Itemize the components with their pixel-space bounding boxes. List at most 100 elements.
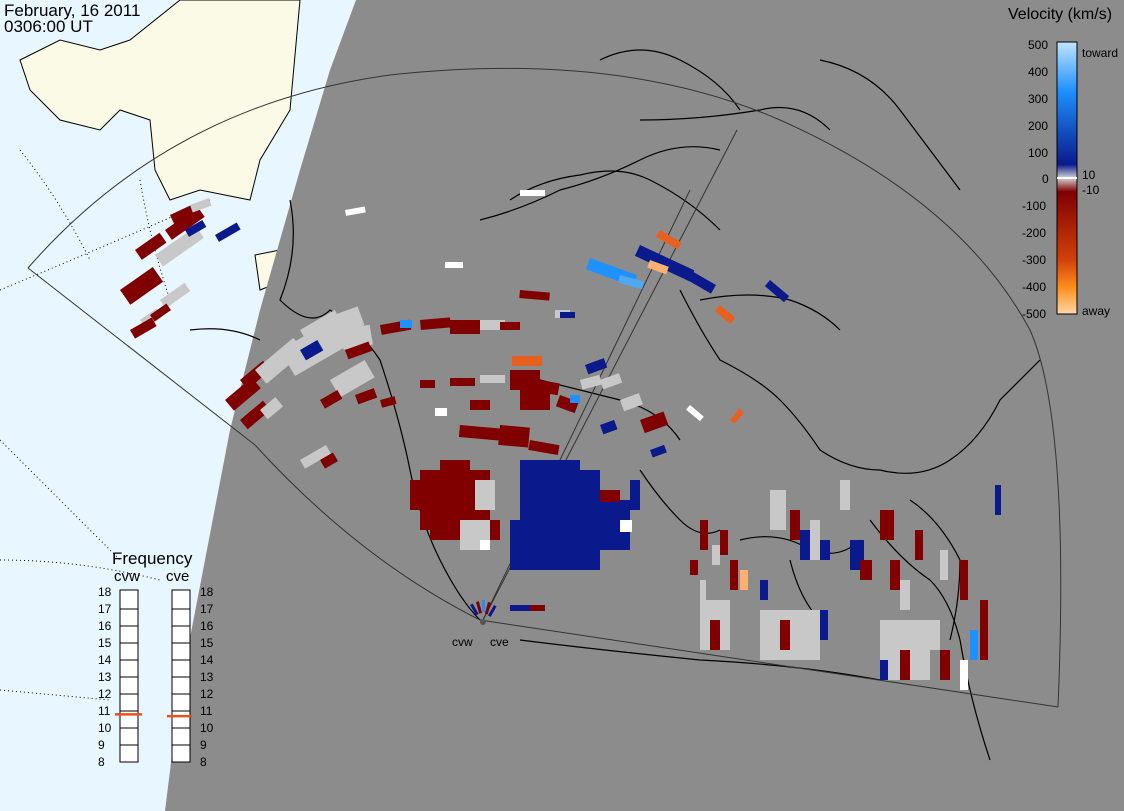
echo-cell bbox=[475, 480, 495, 510]
echo-cell bbox=[970, 630, 978, 660]
echo-cell bbox=[512, 356, 542, 366]
echo-cell bbox=[700, 580, 706, 600]
colorbar-tick-label: -10 bbox=[1082, 183, 1100, 197]
echo-cell bbox=[299, 444, 331, 469]
echo-cell bbox=[119, 267, 164, 305]
freq-scale-label-right: 12 bbox=[200, 687, 214, 701]
night-region bbox=[165, 0, 1124, 811]
freq-scale-label-left: 14 bbox=[98, 653, 112, 667]
echo-cell bbox=[639, 411, 669, 434]
echo-cell bbox=[685, 270, 716, 294]
echo-cell bbox=[960, 560, 968, 600]
echo-cell bbox=[700, 520, 708, 550]
echo-cell bbox=[810, 520, 820, 560]
freq-bar-cve bbox=[171, 589, 191, 763]
echo-cell bbox=[634, 244, 695, 282]
freq-scale-label-right: 13 bbox=[200, 670, 214, 684]
echo-cell bbox=[480, 320, 505, 330]
echo-cell bbox=[570, 395, 580, 403]
freq-radar-label-cvw: cvw bbox=[114, 568, 140, 585]
echo-cell bbox=[915, 530, 923, 560]
echo-cell bbox=[320, 306, 365, 339]
freq-scale-label-left: 8 bbox=[98, 755, 105, 769]
echo-cell bbox=[820, 610, 828, 640]
echo-cell bbox=[820, 540, 830, 560]
echo-cell bbox=[160, 282, 191, 309]
echo-cell bbox=[440, 460, 470, 480]
freq-scale-label-right: 9 bbox=[200, 738, 207, 752]
echo-cell bbox=[400, 320, 412, 328]
echo-cell bbox=[345, 341, 372, 360]
frequency-title: Frequency bbox=[112, 549, 193, 568]
freq-scale-label-right: 8 bbox=[200, 755, 207, 769]
echo-cell bbox=[764, 279, 790, 303]
graticule bbox=[0, 149, 211, 701]
echo-cell bbox=[530, 605, 545, 611]
echo-cell bbox=[420, 380, 435, 388]
echo-cell bbox=[500, 322, 520, 330]
colorbar-title: Velocity (km/s) bbox=[1008, 6, 1113, 23]
echo-cell bbox=[540, 460, 580, 480]
freq-scale-label-right: 10 bbox=[200, 721, 214, 735]
echo-cell bbox=[224, 377, 261, 411]
echo-cell bbox=[149, 303, 171, 322]
echo-cell bbox=[135, 232, 167, 260]
echo-cell bbox=[686, 405, 704, 422]
echo-cell bbox=[560, 312, 575, 318]
echo-cell bbox=[790, 510, 800, 540]
echo-cell bbox=[630, 480, 640, 510]
echo-cell bbox=[528, 439, 560, 456]
echo-cell bbox=[320, 452, 338, 469]
echo-cell bbox=[520, 460, 540, 480]
echo-cell bbox=[482, 600, 485, 612]
echo-cell bbox=[498, 425, 530, 448]
colorbar-tick-label: -500 bbox=[1022, 307, 1047, 321]
colorbar-tick-label: 0 bbox=[1042, 172, 1049, 186]
freq-scale-label-left: 13 bbox=[98, 670, 112, 684]
colorbar-away-label: away bbox=[1082, 304, 1111, 318]
echo-cell bbox=[170, 204, 197, 225]
echo-cell bbox=[475, 601, 483, 614]
echo-cell bbox=[900, 580, 910, 610]
echo-cell bbox=[620, 393, 643, 412]
freq-scale-label-right: 16 bbox=[200, 619, 214, 633]
radar-site-label-cve: cve bbox=[490, 635, 509, 649]
echo-cell bbox=[730, 408, 745, 424]
freq-scale-label-right: 11 bbox=[200, 704, 213, 718]
echo-cell bbox=[329, 360, 375, 398]
echo-cell bbox=[450, 378, 475, 386]
echo-cell bbox=[620, 520, 632, 532]
echo-cell bbox=[445, 262, 463, 268]
echo-cell bbox=[960, 660, 968, 690]
colorbar-tick-label: 200 bbox=[1028, 119, 1049, 133]
echo-cell bbox=[420, 317, 451, 330]
freq-scale-label-left: 15 bbox=[98, 636, 112, 650]
echo-cell bbox=[184, 219, 207, 237]
freq-scale-label-right: 15 bbox=[200, 636, 214, 650]
echo-cell bbox=[410, 480, 430, 510]
echo-cells bbox=[119, 190, 1001, 690]
echo-cell bbox=[355, 388, 378, 405]
echo-cell bbox=[470, 400, 490, 410]
alaska-daylight-land bbox=[19, 0, 301, 201]
echo-cell bbox=[800, 530, 810, 560]
echo-cell bbox=[164, 207, 205, 240]
echo-cell bbox=[600, 490, 620, 502]
colorbar-tick-label: -200 bbox=[1022, 226, 1047, 240]
colorbar-tick-label: 500 bbox=[1028, 38, 1049, 52]
echo-cell bbox=[712, 545, 720, 565]
echo-cell bbox=[520, 390, 550, 410]
echo-cell bbox=[647, 260, 669, 275]
freq-scale-label-left: 9 bbox=[98, 738, 105, 752]
echo-cell bbox=[617, 275, 645, 290]
echo-cell bbox=[300, 340, 324, 361]
freq-radar-label-cve: cve bbox=[166, 568, 190, 585]
echo-cell bbox=[320, 389, 343, 409]
echo-cell bbox=[490, 520, 500, 540]
echo-cell bbox=[890, 560, 900, 590]
echo-cell bbox=[484, 602, 491, 615]
echo-cell bbox=[260, 397, 284, 420]
echo-cell bbox=[519, 290, 550, 301]
echo-cell bbox=[840, 480, 850, 510]
